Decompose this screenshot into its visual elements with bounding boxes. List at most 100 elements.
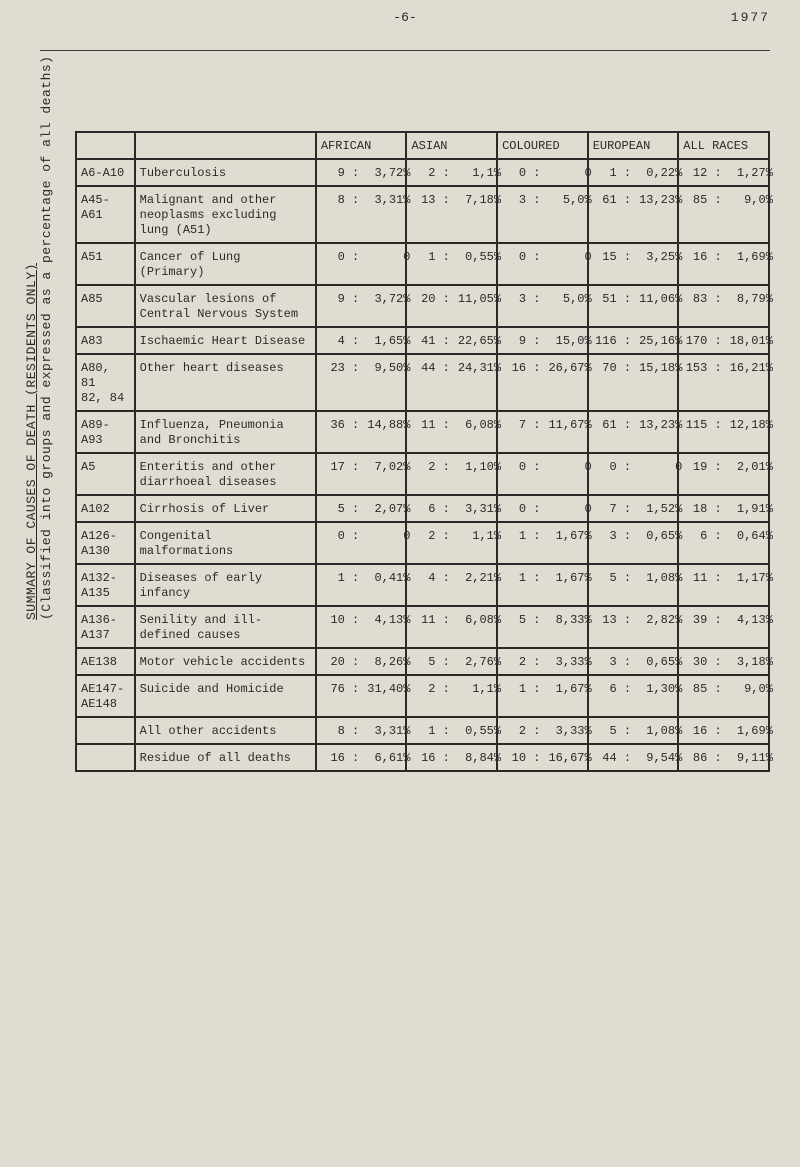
count: 3 (502, 193, 526, 208)
data-cell: 86 : 9,11% (678, 744, 769, 771)
pct: 22,65% (457, 334, 501, 349)
pct: 2,07% (366, 502, 410, 517)
data-cell: 10 : 4,13% (316, 606, 407, 648)
data-cell: 13 : 7,18% (406, 186, 497, 243)
pct: 4,13% (729, 613, 773, 628)
code-cell: A85 (76, 285, 135, 327)
header-row: -6- 1977 (40, 10, 770, 25)
code-cell: AE147-AE148 (76, 675, 135, 717)
count: 70 (593, 361, 617, 376)
count: 0 (502, 502, 526, 517)
data-cell: 2 : 1,1% (406, 159, 497, 186)
pct: 0,65% (638, 655, 682, 670)
pct: 1,1% (457, 682, 501, 697)
count: 2 (502, 655, 526, 670)
pct: 0 (548, 502, 592, 517)
data-cell: 9 : 3,72% (316, 159, 407, 186)
cause-cell: Cirrhosis of Liver (135, 495, 316, 522)
data-cell: 16 : 1,69% (678, 717, 769, 744)
table-row: A132-A135Diseases of early infancy1 : 0,… (76, 564, 769, 606)
table-row: A102Cirrhosis of Liver5 : 2,07%6 : 3,31%… (76, 495, 769, 522)
code-cell: A45-A61 (76, 186, 135, 243)
pct: 15,0% (548, 334, 592, 349)
table-row: A83Ischaemic Heart Disease4 : 1,65%41 : … (76, 327, 769, 354)
table-row: Residue of all deaths16 : 6,61%16 : 8,84… (76, 744, 769, 771)
pct: 0 (548, 460, 592, 475)
data-cell: 3 : 0,65% (588, 648, 679, 675)
count: 13 (411, 193, 435, 208)
pct: 8,79% (729, 292, 773, 307)
count: 8 (321, 193, 345, 208)
count: 2 (411, 682, 435, 697)
pct: 1,91% (729, 502, 773, 517)
count: 1 (502, 571, 526, 586)
pct: 13,23% (638, 418, 682, 433)
page-root: -6- 1977 SUMMARY OF CAUSES OF DEATH (RES… (0, 0, 800, 1167)
count: 4 (321, 334, 345, 349)
pct: 5,0% (548, 292, 592, 307)
count: 6 (411, 502, 435, 517)
data-cell: 61 : 13,23% (588, 411, 679, 453)
count: 61 (593, 418, 617, 433)
count: 5 (593, 724, 617, 739)
count: 8 (321, 724, 345, 739)
count: 11 (411, 418, 435, 433)
data-cell: 9 : 15,0% (497, 327, 588, 354)
page-number: -6- (100, 10, 710, 25)
table-row: AE138Motor vehicle accidents20 : 8,26%5 … (76, 648, 769, 675)
data-cell: 13 : 2,82% (588, 606, 679, 648)
data-cell: 12 : 1,27% (678, 159, 769, 186)
data-cell: 5 : 1,08% (588, 564, 679, 606)
cause-cell: Cancer of Lung (Primary) (135, 243, 316, 285)
count: 23 (321, 361, 345, 376)
count: 6 (593, 682, 617, 697)
count: 11 (683, 571, 707, 586)
pct: 1,1% (457, 529, 501, 544)
data-cell: 116 : 25,16% (588, 327, 679, 354)
data-cell: 115 : 12,18% (678, 411, 769, 453)
pct: 5,0% (548, 193, 592, 208)
data-cell: 2 : 1,1% (406, 522, 497, 564)
code-cell: A102 (76, 495, 135, 522)
code-cell: A132-A135 (76, 564, 135, 606)
table-row: A85Vascular lesions of Central Nervous S… (76, 285, 769, 327)
pct: 3,18% (729, 655, 773, 670)
count: 170 (683, 334, 707, 349)
pct: 1,30% (638, 682, 682, 697)
data-cell: 11 : 6,08% (406, 411, 497, 453)
pct: 9,0% (729, 193, 773, 208)
title-sub: (Classified into groups and expressed as… (39, 56, 54, 621)
cause-cell: Vascular lesions of Central Nervous Syst… (135, 285, 316, 327)
count: 16 (411, 751, 435, 766)
pct: 9,50% (366, 361, 410, 376)
count: 0 (502, 250, 526, 265)
count: 5 (411, 655, 435, 670)
data-cell: 44 : 9,54% (588, 744, 679, 771)
pct: 1,10% (457, 460, 501, 475)
cause-cell: Tuberculosis (135, 159, 316, 186)
data-cell: 3 : 0,65% (588, 522, 679, 564)
count: 39 (683, 613, 707, 628)
count: 85 (683, 682, 707, 697)
table-row: AE147-AE148Suicide and Homicide76 : 31,4… (76, 675, 769, 717)
data-cell: 10 : 16,67% (497, 744, 588, 771)
pct: 15,18% (638, 361, 682, 376)
cause-cell: Diseases of early infancy (135, 564, 316, 606)
data-cell: 85 : 9,0% (678, 186, 769, 243)
data-cell: 0 : 0 (497, 495, 588, 522)
data-cell: 30 : 3,18% (678, 648, 769, 675)
data-cell: 1 : 0,41% (316, 564, 407, 606)
code-cell (76, 717, 135, 744)
pct: 0 (366, 529, 410, 544)
count: 0 (321, 529, 345, 544)
code-cell (76, 744, 135, 771)
col-allraces: ALL RACES (678, 132, 769, 159)
pct: 7,02% (366, 460, 410, 475)
table-row: All other accidents8 : 3,31%1 : 0,55%2 :… (76, 717, 769, 744)
pct: 7,18% (457, 193, 501, 208)
data-cell: 36 : 14,88% (316, 411, 407, 453)
pct: 26,67% (548, 361, 592, 376)
data-cell: 23 : 9,50% (316, 354, 407, 411)
count: 1 (411, 250, 435, 265)
code-cell: A83 (76, 327, 135, 354)
